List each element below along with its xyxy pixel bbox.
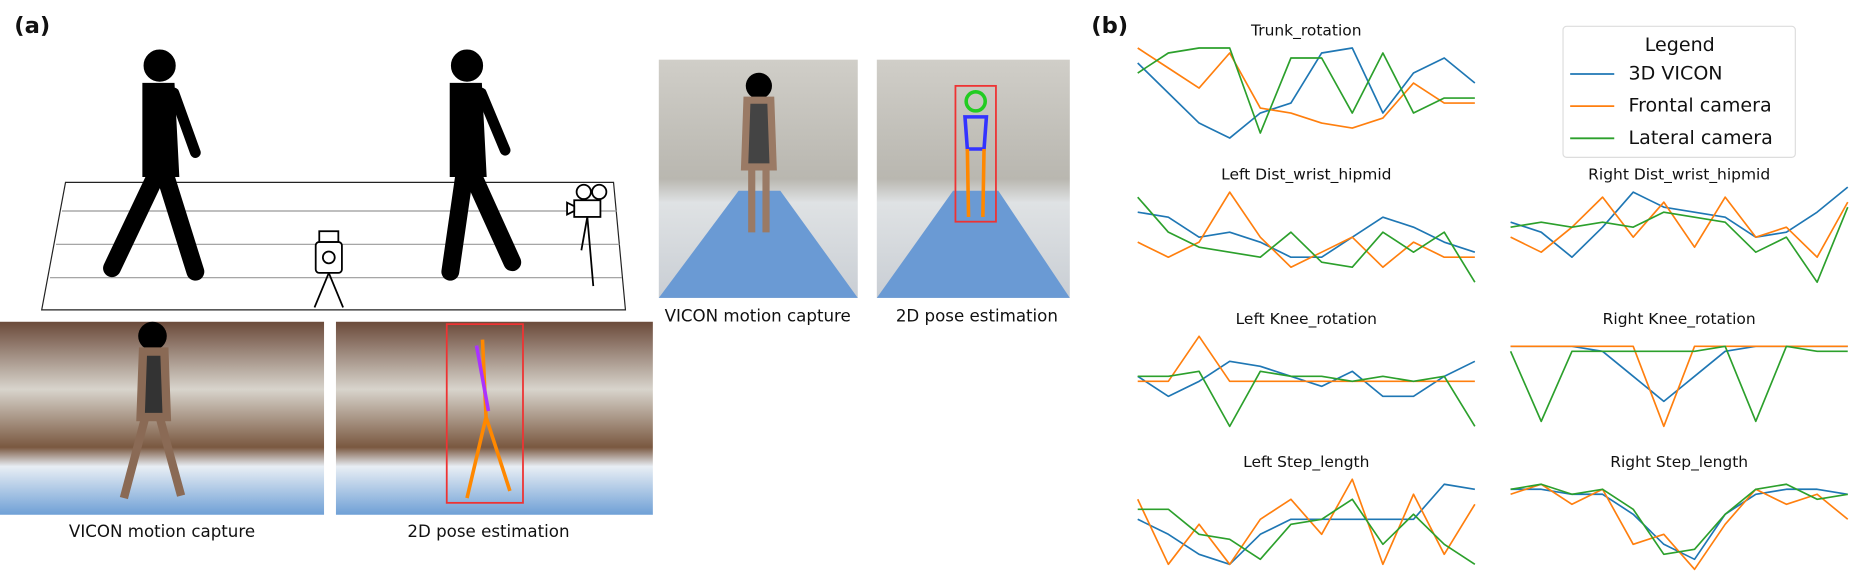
photo-frontal-pose: [876, 59, 1070, 298]
data-line: [1137, 335, 1475, 383]
legend-title: Legend: [1645, 34, 1715, 56]
photo-caption: 2D pose estimation: [407, 522, 569, 541]
data-line: [1510, 483, 1848, 556]
camera-icon: [313, 230, 344, 308]
legend-box: [1562, 25, 1796, 158]
data-line: [1510, 206, 1849, 284]
data-line: [1137, 483, 1475, 566]
data-line: [1510, 488, 1848, 561]
data-line: [1137, 211, 1476, 259]
photo-lateral-vicon: [0, 321, 325, 515]
data-line: [1137, 47, 1476, 139]
plot-title: Left Knee_rotation: [1236, 310, 1377, 329]
data-line: [1137, 370, 1476, 428]
plot-title: Right Knee_rotation: [1603, 310, 1756, 329]
plot-title: Right Dist_wrist_hipmid: [1588, 166, 1770, 185]
plot-title: Right Step_length: [1610, 453, 1748, 472]
data-line: [1137, 498, 1476, 566]
photo-frontal-vicon: [658, 59, 858, 298]
photo-lateral-pose: [335, 321, 653, 515]
data-line: [1137, 47, 1475, 134]
photo-caption: 2D pose estimation: [896, 306, 1058, 325]
data-line: [1509, 345, 1848, 423]
data-line: [1510, 345, 1848, 428]
legend-label: Frontal camera: [1629, 95, 1772, 117]
data-line: [1510, 196, 1849, 259]
photo-caption: VICON motion capture: [665, 306, 851, 325]
plot-title: Trunk_rotation: [1250, 22, 1362, 41]
legend-label: 3D VICON: [1629, 62, 1723, 84]
data-line: [1510, 483, 1849, 571]
panel-label: (b): [1091, 13, 1128, 39]
data-line: [1137, 47, 1475, 129]
plot-title: Left Dist_wrist_hipmid: [1221, 166, 1391, 185]
plot-title: Left Step_length: [1243, 453, 1369, 472]
data-line: [1137, 196, 1476, 283]
walker-silhouette: [103, 49, 205, 281]
camera-icon: [566, 183, 608, 287]
legend-label: Lateral camera: [1629, 127, 1773, 149]
panel-label: (a): [14, 13, 50, 39]
photo-caption: VICON motion capture: [69, 522, 255, 541]
walker-silhouette: [441, 49, 522, 281]
data-line: [1510, 186, 1849, 259]
